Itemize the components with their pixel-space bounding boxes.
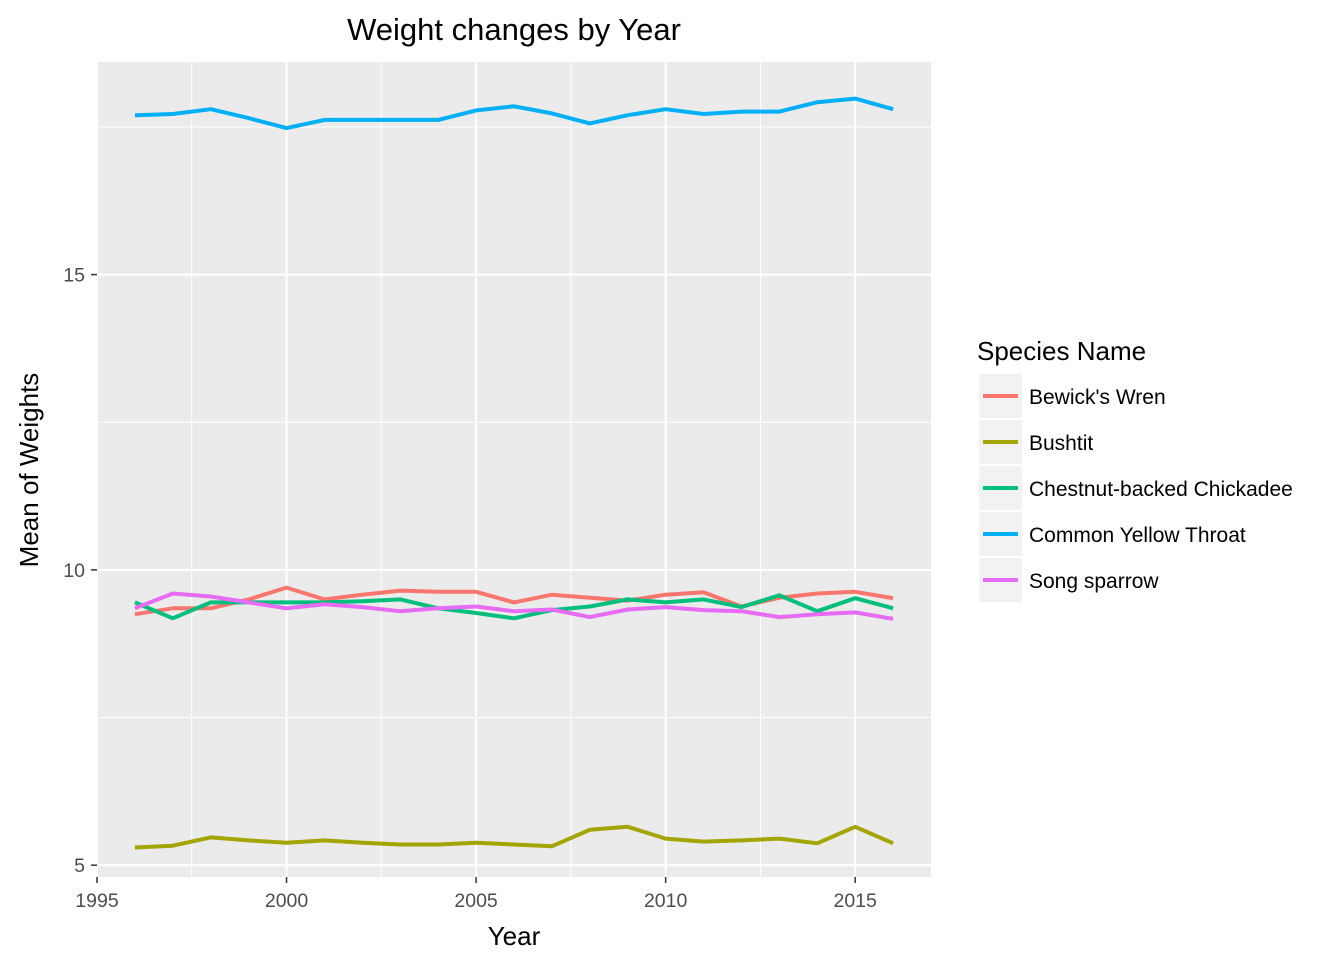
- y-axis-title: Mean of Weights: [14, 373, 44, 568]
- x-axis-ticks: 1995 2000 2005 2010 2015: [75, 877, 877, 912]
- series-line: [134, 96, 894, 131]
- major-gridlines: [96, 62, 931, 877]
- chart-title: Weight changes by Year: [347, 12, 681, 47]
- legend-item: Common Yellow Throat: [979, 512, 1246, 556]
- minor-gridlines: [97, 62, 931, 877]
- series-line: [134, 824, 894, 850]
- x-tick-label: 2015: [833, 890, 877, 912]
- legend-label: Common Yellow Throat: [1029, 524, 1246, 547]
- legend-label: Song sparrow: [1029, 570, 1159, 593]
- x-axis-title: Year: [488, 921, 541, 951]
- legend-label: Bewick's Wren: [1029, 386, 1166, 409]
- y-axis-ticks: 5 10 15: [63, 265, 97, 877]
- legend-item: Song sparrow: [979, 558, 1159, 602]
- legend-item: Bushtit: [979, 420, 1093, 464]
- y-tick-label: 15: [63, 265, 85, 287]
- legend-item: Bewick's Wren: [979, 374, 1166, 418]
- legend-label: Chestnut-backed Chickadee: [1029, 478, 1293, 501]
- x-tick-label: 2010: [644, 890, 688, 912]
- series-line: [134, 591, 894, 621]
- plot-panel: [97, 62, 931, 877]
- y-tick-label: 5: [74, 855, 85, 877]
- legend-label: Bushtit: [1029, 432, 1093, 455]
- x-tick-label: 2005: [454, 890, 498, 912]
- legend-title: Species Name: [977, 336, 1146, 366]
- x-tick-label: 2000: [265, 890, 309, 912]
- y-tick-label: 10: [63, 560, 85, 582]
- x-tick-label: 1995: [75, 890, 119, 912]
- legend: Species Name Bewick's Wren Bushtit Chestnu…: [977, 336, 1293, 602]
- legend-item: Chestnut-backed Chickadee: [979, 466, 1293, 510]
- series-lines: [134, 96, 894, 850]
